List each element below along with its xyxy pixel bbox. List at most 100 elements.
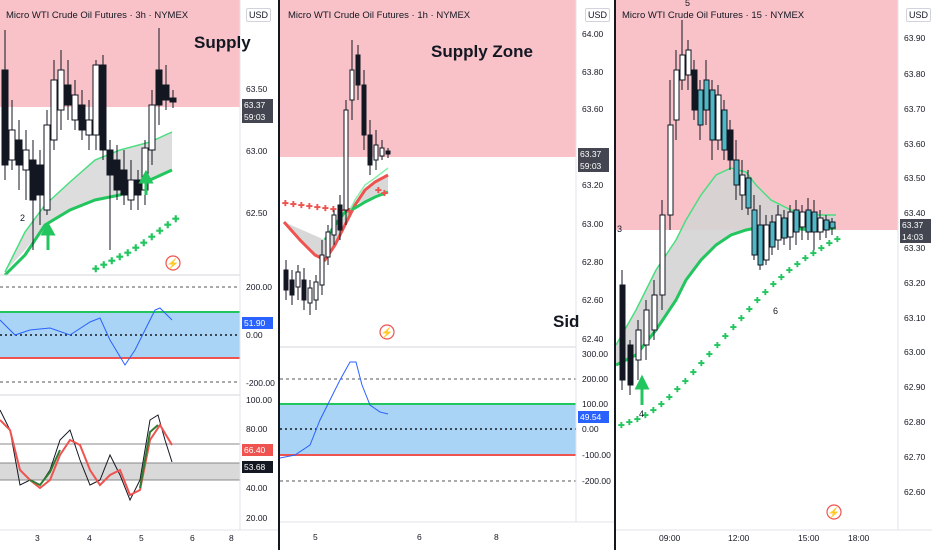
price-tick: 62.40 xyxy=(582,334,604,344)
price-axis[interactable] xyxy=(898,0,932,530)
supply-zone xyxy=(0,0,240,107)
time-tick: 4 xyxy=(87,533,92,543)
svg-text:✚: ✚ xyxy=(381,189,388,198)
svg-text:✚: ✚ xyxy=(172,214,180,224)
price-tick: 63.80 xyxy=(582,67,604,77)
svg-text:✚: ✚ xyxy=(108,256,116,266)
lightning-icon[interactable]: ⚡ xyxy=(165,255,181,271)
svg-text:✚: ✚ xyxy=(794,260,801,269)
svg-text:✚: ✚ xyxy=(156,226,164,236)
svg-text:✚: ✚ xyxy=(330,205,337,214)
price-tick: 62.60 xyxy=(904,487,926,497)
time-tick: 15:00 xyxy=(798,533,820,543)
svg-text:✚: ✚ xyxy=(140,238,148,248)
price-tick: 63.80 xyxy=(904,69,926,79)
svg-text:✚: ✚ xyxy=(92,264,100,274)
svg-text:✚: ✚ xyxy=(375,186,382,195)
svg-text:✚: ✚ xyxy=(714,341,721,350)
time-tick: 6 xyxy=(417,532,422,542)
time-tick: 3 xyxy=(35,533,40,543)
stoch-tick: 80.00 xyxy=(246,424,268,434)
price-tick: 63.70 xyxy=(904,104,926,114)
price-axis[interactable] xyxy=(240,0,278,530)
price-tick: 63.30 xyxy=(904,243,926,253)
svg-text:✚: ✚ xyxy=(148,232,156,242)
svg-text:✚: ✚ xyxy=(778,273,785,282)
price-tick: 63.20 xyxy=(904,278,926,288)
svg-text:⚡: ⚡ xyxy=(381,326,393,339)
price-tick: 63.40 xyxy=(904,208,926,218)
cci-tick: -100.00 xyxy=(582,450,611,460)
svg-text:✚: ✚ xyxy=(626,418,633,427)
svg-text:✚: ✚ xyxy=(730,323,737,332)
stoch-tick: 20.00 xyxy=(246,513,268,523)
ema-fast-line xyxy=(616,167,836,346)
time-tick: 8 xyxy=(494,532,499,542)
price-tick: 62.90 xyxy=(904,382,926,392)
cci-line xyxy=(280,361,389,459)
supply-zone-label: Supply Zone xyxy=(431,42,533,61)
price-tick: 63.90 xyxy=(904,33,926,43)
chart-title: Micro WTI Crude Oil Futures · 3h · NYMEX xyxy=(6,10,189,21)
cci-tick: -200.00 xyxy=(246,378,275,388)
stoch-badge-k: 66.40 xyxy=(242,444,273,456)
time-tick: 12:00 xyxy=(728,533,750,543)
wave-label: 5 xyxy=(685,0,691,8)
svg-text:✚: ✚ xyxy=(322,204,329,213)
svg-text:✚: ✚ xyxy=(762,288,769,297)
price-axis[interactable] xyxy=(576,0,614,522)
svg-text:✚: ✚ xyxy=(834,235,841,244)
svg-text:✚: ✚ xyxy=(314,203,321,212)
time-tick: 18:00 xyxy=(848,533,870,543)
svg-text:✚: ✚ xyxy=(706,350,713,359)
cci-tick: 300.00 xyxy=(582,349,608,359)
candles-1h xyxy=(283,40,391,315)
chart-3h-canvas[interactable]: ✚ ✚ ✚ ✚ ✚ ✚ ✚✚✚ ✚✚ xyxy=(0,0,278,550)
buy-arrow xyxy=(634,374,650,405)
pane-divider[interactable] xyxy=(278,0,280,550)
cci-tick: 0.00 xyxy=(246,330,263,340)
svg-text:✚: ✚ xyxy=(346,207,353,216)
svg-text:✚: ✚ xyxy=(674,385,681,394)
svg-text:✚: ✚ xyxy=(658,400,665,409)
svg-text:✚: ✚ xyxy=(818,244,825,253)
cci-tick: 0.00 xyxy=(582,424,599,434)
chart-15m-canvas[interactable]: ✚ ✚ ✚ ✚ ✚✚✚✚ ✚✚✚✚ ✚✚✚✚ ✚✚✚✚ ✚✚✚✚ ✚✚✚ ✚ xyxy=(616,0,932,550)
svg-text:✚: ✚ xyxy=(164,220,172,230)
chart-pane-15m[interactable]: ✚ ✚ ✚ ✚ ✚ ✚ ✚ ✚ ✚ ✚ ✚ ✚ ✚ ✚ ✚ ✚ ✚ ✚ ✚ ✚ ✚ ✚ ✚ ✚ ✚ ✚ ✚ ✚ xyxy=(616,0,932,550)
currency-button[interactable]: USD xyxy=(585,8,611,22)
currency-button[interactable]: USD xyxy=(906,8,932,22)
chart-pane-3h[interactable]: ✚ ✚ ✚ ✚ ✚ ✚ ✚ ✚ ✚ ✚ ✚ xyxy=(0,0,278,550)
price-tick: 62.80 xyxy=(904,417,926,427)
price-tick: 62.80 xyxy=(582,257,604,267)
price-tick: 62.70 xyxy=(904,452,926,462)
cci-badge: 51.90 xyxy=(242,317,273,329)
lightning-icon[interactable]: ⚡ xyxy=(379,324,395,340)
supply-zone xyxy=(280,0,576,157)
buy-arrows xyxy=(40,169,154,250)
svg-text:✚: ✚ xyxy=(650,406,657,415)
candles-3h xyxy=(1,28,177,250)
cci-tick: 100.00 xyxy=(582,399,608,409)
chart-title: Micro WTI Crude Oil Futures · 1h · NYMEX xyxy=(288,10,471,21)
price-badge: 63.37 xyxy=(242,99,273,111)
lightning-icon[interactable]: ⚡ xyxy=(826,504,842,520)
svg-text:✚: ✚ xyxy=(698,359,705,368)
svg-text:⚡: ⚡ xyxy=(167,257,179,270)
svg-text:✚: ✚ xyxy=(100,260,108,270)
price-tick: 63.50 xyxy=(904,173,926,183)
pane-divider[interactable] xyxy=(614,0,616,550)
currency-button[interactable]: USD xyxy=(246,8,272,22)
chart-1h-canvas[interactable]: ✚✚✚✚ ✚✚✚✚ ✚✚✚ xyxy=(280,0,614,550)
wave-label: 6 xyxy=(773,306,779,316)
time-tick: 6 xyxy=(190,533,195,543)
wave-label: 4 xyxy=(639,409,645,419)
svg-text:✚: ✚ xyxy=(116,252,124,262)
price-tick: 63.50 xyxy=(246,84,268,94)
chart-pane-1h[interactable]: ✚✚✚✚ ✚✚✚✚ ✚✚✚ xyxy=(280,0,614,550)
svg-text:✚: ✚ xyxy=(642,411,649,420)
price-badge: 63.37 xyxy=(900,219,931,231)
svg-text:✚: ✚ xyxy=(786,266,793,275)
time-tick: 5 xyxy=(313,532,318,542)
svg-text:✚: ✚ xyxy=(290,200,297,209)
